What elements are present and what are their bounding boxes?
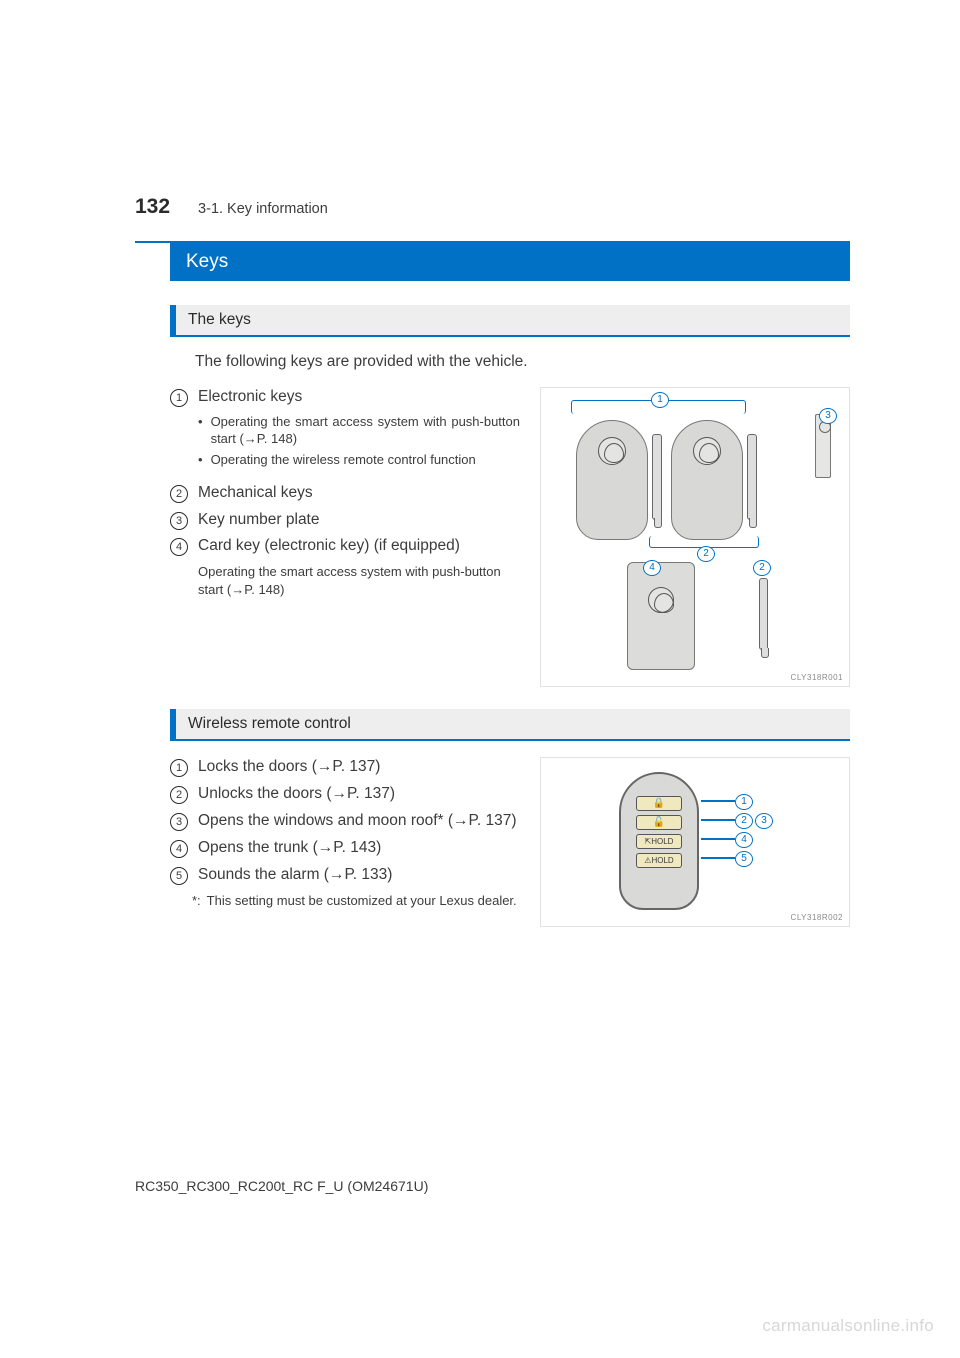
list-item: 5 Sounds the alarm (→P. 133) bbox=[170, 865, 520, 886]
list-item: 4 Opens the trunk (→P. 143) bbox=[170, 838, 520, 859]
callout-num-5: 5 bbox=[735, 851, 753, 867]
list-item: 1 Locks the doors (→P. 137) bbox=[170, 757, 520, 778]
page-header: 132 3-1. Key information bbox=[135, 195, 850, 219]
wireless-text-column: 1 Locks the doors (→P. 137) 2 Unlocks th… bbox=[170, 757, 520, 909]
keys-text-column: 1 Electronic keys •Operating the smart a… bbox=[170, 387, 520, 608]
keys-content: 1 Electronic keys •Operating the smart a… bbox=[170, 387, 850, 687]
figure-code: CLY318R001 bbox=[791, 673, 843, 682]
item-note: Operating the smart access system with p… bbox=[198, 563, 520, 598]
callout: 1 bbox=[701, 792, 753, 810]
number-marker-1: 1 bbox=[170, 759, 188, 777]
trunk-button-icon: ⇱HOLD bbox=[636, 834, 682, 849]
item-label: Unlocks the doors (→P. 137) bbox=[198, 784, 520, 805]
callout-num-1: 1 bbox=[651, 392, 669, 408]
number-marker-3: 3 bbox=[170, 813, 188, 831]
sub-item-text: Operating the wireless remote control fu… bbox=[211, 452, 476, 469]
number-marker-2: 2 bbox=[170, 786, 188, 804]
list-item: 3 Key number plate bbox=[170, 510, 520, 531]
number-marker-1: 1 bbox=[170, 389, 188, 407]
page-number: 132 bbox=[135, 195, 170, 219]
page: 132 3-1. Key information Keys The keys T… bbox=[0, 0, 960, 1358]
item-label: Locks the doors (→P. 137) bbox=[198, 757, 520, 778]
figure-code: CLY318R002 bbox=[791, 913, 843, 922]
lexus-logo-icon bbox=[598, 437, 626, 465]
section-heading-wireless: Wireless remote control bbox=[170, 709, 850, 741]
number-marker-4: 4 bbox=[170, 840, 188, 858]
unlock-button-icon: 🔓 bbox=[636, 815, 682, 830]
list-item: 2 Mechanical keys bbox=[170, 483, 520, 504]
page-title: Keys bbox=[170, 243, 850, 281]
remote-icon: 🔒 🔓 ⇱HOLD ⚠HOLD bbox=[619, 772, 699, 910]
callout-num-4: 4 bbox=[643, 560, 661, 576]
number-marker-2: 2 bbox=[170, 485, 188, 503]
sub-item: •Operating the wireless remote control f… bbox=[198, 452, 520, 469]
item-label: Opens the windows and moon roof* (→P. 13… bbox=[198, 811, 520, 832]
figure-remote-diagram: 🔒 🔓 ⇱HOLD ⚠HOLD 1 23 4 5 CLY318R002 bbox=[540, 757, 850, 927]
card-key-icon bbox=[627, 562, 695, 670]
sub-item-text: Operating the smart access system with p… bbox=[211, 414, 520, 448]
callout-num-4: 4 bbox=[735, 832, 753, 848]
list-item: 2 Unlocks the doors (→P. 137) bbox=[170, 784, 520, 805]
callout: 2 bbox=[697, 544, 715, 562]
callout: 23 bbox=[701, 811, 773, 829]
item-label: Sounds the alarm (→P. 133) bbox=[198, 865, 520, 886]
intro-text: The following keys are provided with the… bbox=[195, 353, 850, 371]
callout-num-3: 3 bbox=[819, 408, 837, 424]
keys-figure: 1 3 2 4 2 CLY318R001 bbox=[540, 387, 850, 687]
number-marker-4: 4 bbox=[170, 538, 188, 556]
wireless-content: 1 Locks the doors (→P. 137) 2 Unlocks th… bbox=[170, 757, 850, 927]
watermark: carmanualsonline.info bbox=[762, 1316, 934, 1336]
section-heading-the-keys: The keys bbox=[170, 305, 850, 337]
alarm-button-icon: ⚠HOLD bbox=[636, 853, 682, 868]
callout-num-2: 2 bbox=[697, 546, 715, 562]
figure-keys-diagram: 1 3 2 4 2 CLY318R001 bbox=[540, 387, 850, 687]
footnote: *: This setting must be customized at yo… bbox=[192, 892, 520, 910]
callout-num-3: 3 bbox=[755, 813, 773, 829]
list-item: 4 Card key (electronic key) (if equipped… bbox=[170, 536, 520, 598]
lock-button-icon: 🔒 bbox=[636, 796, 682, 811]
callout-num-2: 2 bbox=[735, 813, 753, 829]
key-fob-icon bbox=[576, 420, 648, 540]
document-code: RC350_RC300_RC200t_RC F_U (OM24671U) bbox=[135, 1178, 428, 1194]
section-path: 3-1. Key information bbox=[198, 201, 328, 217]
key-fob-icon bbox=[671, 420, 743, 540]
list-item: 1 Electronic keys •Operating the smart a… bbox=[170, 387, 520, 473]
item-label: Card key (electronic key) (if equipped) bbox=[198, 536, 520, 557]
callout: 5 bbox=[701, 849, 753, 867]
item-label: Key number plate bbox=[198, 510, 520, 531]
item-label: Electronic keys bbox=[198, 387, 520, 408]
number-marker-3: 3 bbox=[170, 512, 188, 530]
list-item: 3 Opens the windows and moon roof* (→P. … bbox=[170, 811, 520, 832]
sub-item: •Operating the smart access system with … bbox=[198, 414, 520, 448]
callout-num-2: 2 bbox=[753, 560, 771, 576]
footnote-marker: *: bbox=[192, 892, 201, 910]
callout: 3 bbox=[819, 406, 837, 424]
callout-num-1: 1 bbox=[735, 794, 753, 810]
footnote-text: This setting must be customized at your … bbox=[207, 892, 517, 910]
lexus-logo-icon bbox=[648, 587, 674, 613]
wireless-figure: 🔒 🔓 ⇱HOLD ⚠HOLD 1 23 4 5 CLY318R002 bbox=[540, 757, 850, 927]
mechanical-key-icon bbox=[747, 434, 757, 520]
item-label: Opens the trunk (→P. 143) bbox=[198, 838, 520, 859]
callout: 1 bbox=[651, 390, 669, 408]
lexus-logo-icon bbox=[693, 437, 721, 465]
mechanical-key-icon bbox=[652, 434, 662, 520]
number-marker-5: 5 bbox=[170, 867, 188, 885]
callout: 2 bbox=[753, 558, 771, 576]
item-label: Mechanical keys bbox=[198, 483, 520, 504]
mechanical-key-icon bbox=[759, 578, 768, 650]
callout: 4 bbox=[701, 830, 753, 848]
callout: 4 bbox=[643, 558, 661, 576]
